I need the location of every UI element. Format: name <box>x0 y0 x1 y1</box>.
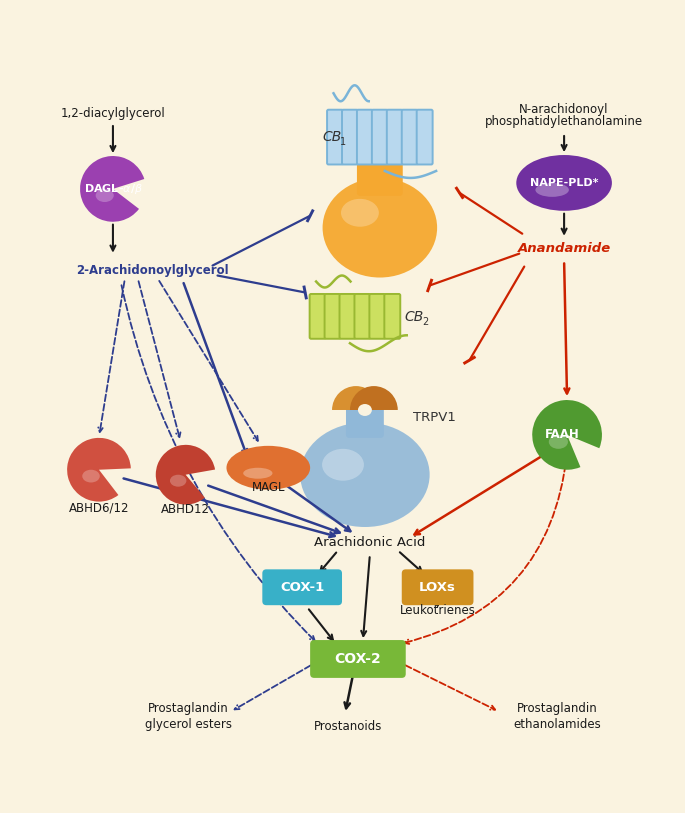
Wedge shape <box>80 156 145 222</box>
Text: MAGL: MAGL <box>251 481 285 494</box>
Text: CB: CB <box>405 311 424 324</box>
Text: FAAH: FAAH <box>545 428 580 441</box>
Text: COX-1: COX-1 <box>280 580 324 593</box>
FancyBboxPatch shape <box>340 294 356 339</box>
Ellipse shape <box>322 449 364 480</box>
FancyBboxPatch shape <box>416 110 433 164</box>
Text: ABHD12: ABHD12 <box>161 503 210 516</box>
Text: Prostaglandin
ethanolamides: Prostaglandin ethanolamides <box>513 702 601 731</box>
Text: LOXs: LOXs <box>419 580 456 593</box>
FancyBboxPatch shape <box>384 294 400 339</box>
Ellipse shape <box>549 435 568 449</box>
Ellipse shape <box>96 189 114 202</box>
Ellipse shape <box>516 155 612 211</box>
FancyBboxPatch shape <box>372 110 388 164</box>
Text: Arachidonic Acid: Arachidonic Acid <box>314 536 425 549</box>
Wedge shape <box>67 438 131 502</box>
FancyBboxPatch shape <box>387 110 403 164</box>
FancyBboxPatch shape <box>357 155 403 196</box>
Text: TRPV1: TRPV1 <box>413 411 456 424</box>
Text: DAGL-$\alpha$/$\beta$: DAGL-$\alpha$/$\beta$ <box>84 182 142 196</box>
FancyBboxPatch shape <box>346 392 384 438</box>
Text: 2: 2 <box>423 317 429 328</box>
FancyBboxPatch shape <box>357 110 373 164</box>
Ellipse shape <box>300 423 429 527</box>
Ellipse shape <box>358 404 372 416</box>
Ellipse shape <box>536 183 569 197</box>
FancyBboxPatch shape <box>402 569 473 605</box>
Text: N-arachidonoyl: N-arachidonoyl <box>519 102 609 115</box>
Wedge shape <box>332 386 380 410</box>
Text: ABHD6/12: ABHD6/12 <box>68 501 129 514</box>
FancyBboxPatch shape <box>402 110 418 164</box>
FancyBboxPatch shape <box>327 110 343 164</box>
Text: 1,2-diacylglycerol: 1,2-diacylglycerol <box>60 107 165 120</box>
FancyBboxPatch shape <box>369 294 386 339</box>
Text: Prostanoids: Prostanoids <box>314 720 382 733</box>
Ellipse shape <box>341 199 379 227</box>
FancyBboxPatch shape <box>325 294 340 339</box>
Text: Leukotrienes: Leukotrienes <box>399 604 475 617</box>
Ellipse shape <box>227 446 310 489</box>
Text: COX-2: COX-2 <box>334 652 382 666</box>
Wedge shape <box>532 400 602 470</box>
FancyBboxPatch shape <box>310 640 406 678</box>
Ellipse shape <box>243 467 273 479</box>
FancyBboxPatch shape <box>342 110 358 164</box>
Text: Anandamide: Anandamide <box>517 242 611 255</box>
FancyBboxPatch shape <box>310 294 325 339</box>
Ellipse shape <box>323 178 437 277</box>
FancyBboxPatch shape <box>262 569 342 605</box>
Text: 2-Arachidonoylglycerol: 2-Arachidonoylglycerol <box>77 264 229 277</box>
FancyBboxPatch shape <box>354 294 371 339</box>
Ellipse shape <box>82 470 100 482</box>
Text: Prostaglandin
glycerol esters: Prostaglandin glycerol esters <box>145 702 232 731</box>
Text: 1: 1 <box>340 137 346 147</box>
Text: NAPE-PLD*: NAPE-PLD* <box>530 178 599 188</box>
Wedge shape <box>155 445 215 505</box>
Wedge shape <box>350 386 398 410</box>
Text: phosphatidylethanolamine: phosphatidylethanolamine <box>485 115 643 128</box>
Text: CB: CB <box>322 130 341 144</box>
Ellipse shape <box>170 475 186 487</box>
